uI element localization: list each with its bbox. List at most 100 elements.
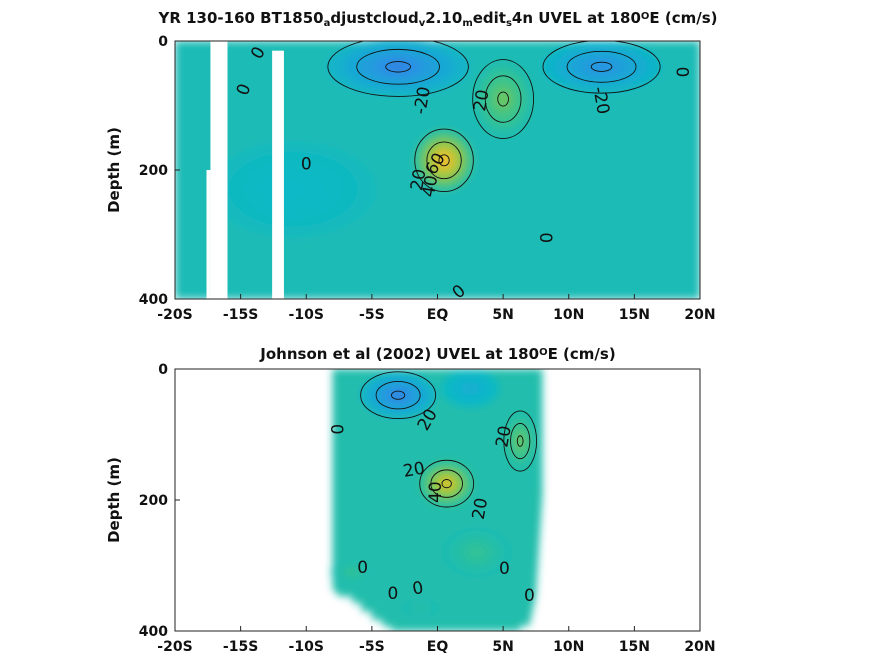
title-fragment: v [419,18,426,29]
contour-label: -20 [588,85,613,116]
x-tick-label: -5S [359,307,385,323]
x-tick-label: EQ [427,307,449,323]
contour-line [419,459,475,508]
contour-line [430,469,463,498]
eastward-jet-core [498,92,509,106]
y-tick-label: 200 [139,163,168,179]
missing-data-column [210,41,228,299]
eastward-jet-core [439,155,449,166]
contour-label: 0 [674,67,694,78]
x-tick-label: 20N [684,307,715,323]
title-fragment: O [539,347,548,358]
contour-line [590,61,613,72]
contour-line [414,128,474,193]
contour-line [426,141,462,180]
x-tick-label: 15N [619,307,650,323]
contour-line [566,50,637,83]
model-uvel-x-axis: -20S -15S -10S -5S EQ 5N 10N 15N 20N [157,294,716,323]
title-fragment: s [506,18,512,29]
eastward-jet-core [348,569,356,575]
contour-label: 20 [470,88,493,113]
contour-line [542,41,661,94]
x-tick-label: 10N [553,639,584,655]
eastward-jet-core [417,606,424,610]
contour-label: 0 [301,155,312,175]
johnson-uvel-title: Johnson et al (2002) UVEL at 180OE (cm/s… [259,345,615,363]
x-tick-label: -10S [289,639,324,655]
title-fragment: E (cm/s) [649,9,717,27]
contour-label: 20 [402,458,427,481]
title-fragment: 2.10 [425,9,462,27]
title-fragment: m [462,18,472,29]
johnson-uvel-panel: Johnson et al (2002) UVEL at 180OE (cm/s… [105,345,716,655]
y-tick-label: 400 [139,624,168,640]
contour-line [375,380,421,410]
contour-label: 0 [499,559,510,579]
y-tick-label: 0 [158,362,168,378]
title-fragment: a [324,18,331,29]
westward-flow-core [591,62,612,72]
contour-line [472,59,535,139]
contour-line [510,422,531,460]
x-tick-label: 5N [492,307,513,323]
contour-label: 0 [329,424,349,435]
model-uvel-y-axis-label: Depth (m) [105,127,123,213]
contour-line [503,410,538,472]
contour-label: 40 [426,481,446,503]
contour-line [484,75,522,123]
johnson-uvel-x-axis: -20S -15S -10S -5S EQ 5N 10N 15N 20N [157,626,716,655]
contour-line [360,371,437,420]
y-tick-label: 400 [139,292,168,308]
contour-line [516,435,524,447]
contour-line [438,154,450,167]
velocity-field [175,41,700,299]
eastward-jet-core [442,479,452,488]
title-fragment: E (cm/s) [548,345,616,363]
contour-line [391,390,406,400]
contour-line [356,48,440,85]
x-tick-label: -15S [223,307,258,323]
title-fragment: djustcloud [330,9,418,27]
contour-label: 20 [492,424,515,449]
y-tick-label: 200 [139,493,168,509]
title-fragment: 4n UVEL at 180 [512,9,641,27]
velocity-field [330,369,543,631]
x-tick-label: -20S [157,307,192,323]
x-tick-label: 20N [684,639,715,655]
contour-label: 0 [524,586,535,606]
johnson-uvel-y-axis: 0 200 400 [139,362,180,640]
model-uvel-y-axis: 0 200 400 [139,34,180,308]
contour-label: 40 [419,174,442,199]
contour-line [441,479,452,489]
x-tick-label: -15S [223,639,258,655]
westward-flow-core [279,181,307,198]
y-tick-label: 0 [158,34,168,50]
contour-label: 0 [387,584,398,604]
x-tick-label: -10S [289,307,324,323]
title-fragment: O [641,11,650,22]
johnson-uvel-y-axis-label: Depth (m) [105,457,123,543]
eastward-jet-core [517,436,523,446]
contour-label: 20 [407,167,430,192]
x-tick-label: 5N [492,639,513,655]
x-tick-label: 10N [553,307,584,323]
missing-data-column [206,170,211,299]
x-tick-label: -20S [157,639,192,655]
contour-label: -20 [410,85,435,116]
x-tick-label: 15N [619,639,650,655]
title-fragment: YR 130-160 BT1850 [157,9,323,27]
eastward-jet-core [470,548,483,557]
model-uvel-panel: YR 130-160 BT1850adjustcloudv2.10medits4… [105,9,718,323]
contour-line [385,61,411,73]
contour-line [497,91,509,107]
x-tick-label: -5S [359,639,385,655]
westward-flow-core [465,385,476,392]
model-uvel-title: YR 130-160 BT1850adjustcloudv2.10medits4… [157,9,717,29]
title-fragment: Johnson et al (2002) UVEL at 180 [259,345,539,363]
contour-label: 0 [411,578,425,600]
westward-flow-core [391,391,405,399]
contour-line [327,41,469,97]
title-fragment: edit [473,9,506,27]
